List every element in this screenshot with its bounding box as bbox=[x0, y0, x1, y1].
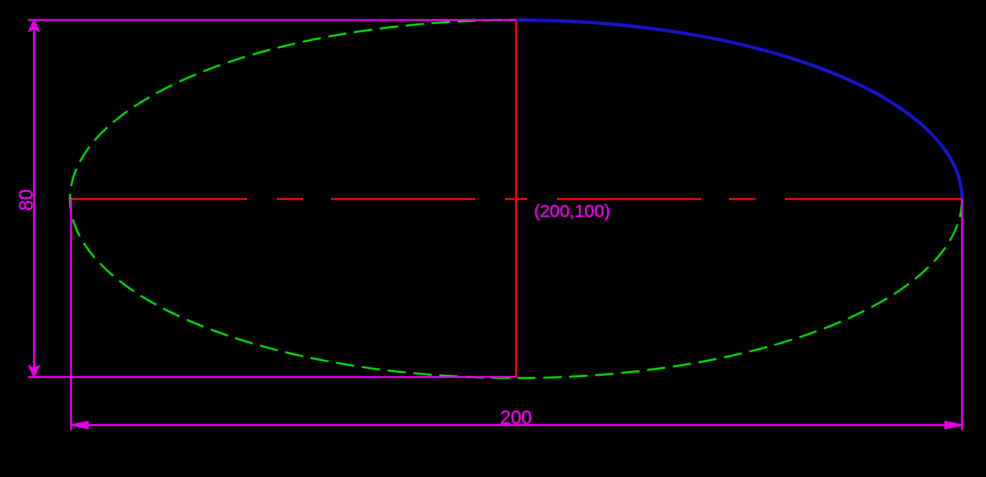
svg-text:200: 200 bbox=[500, 408, 532, 429]
svg-text:(200,100): (200,100) bbox=[534, 201, 610, 221]
svg-text:80: 80 bbox=[16, 189, 38, 211]
